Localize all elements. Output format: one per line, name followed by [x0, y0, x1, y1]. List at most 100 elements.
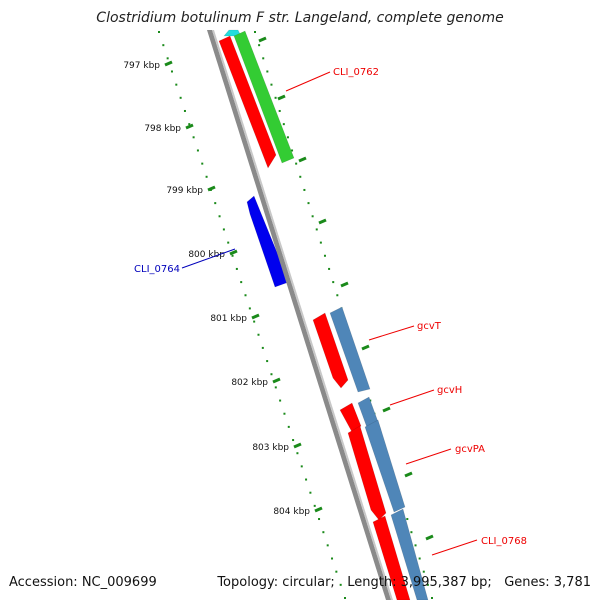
ruler-dot	[303, 188, 306, 191]
ruler-dot	[278, 109, 281, 112]
steel-gene-3	[364, 419, 406, 513]
gene-label: gcvT	[417, 321, 442, 332]
genes-count-text: Genes: 3,781	[504, 575, 591, 590]
ruler-dot	[192, 136, 195, 139]
ruler-dot	[162, 44, 165, 47]
outer-tick-mark	[361, 344, 370, 351]
steel-gene-4	[390, 508, 429, 600]
gene-label: CLI_0762	[333, 67, 379, 78]
ruler-dot	[283, 412, 286, 415]
kbp-tick-mark	[293, 442, 302, 449]
ruler-dot	[282, 123, 285, 126]
backbone-shadow	[212, 30, 393, 600]
ruler-dot	[326, 544, 329, 547]
ruler-dot	[244, 294, 247, 297]
genome-title: Clostridium botulinum F str. Langeland, …	[96, 10, 504, 26]
genome-summary: Topology: circular; Length: 3,995,387 bp…	[217, 575, 591, 590]
green-gene-1	[233, 30, 295, 164]
gene-label-leader	[181, 248, 236, 269]
ruler-dot	[296, 452, 299, 455]
kbp-tick-label: 801 kbp	[210, 314, 247, 324]
ruler-dot	[179, 96, 182, 99]
kbp-tick-label: 799 kbp	[166, 186, 203, 196]
gene-label: gcvH	[437, 385, 462, 396]
ruler-dot	[292, 439, 295, 442]
ruler-dot	[309, 491, 312, 494]
ruler-dot	[332, 281, 335, 284]
ruler-dot	[339, 583, 342, 586]
gene-features	[218, 29, 429, 600]
kbp-tick-mark	[164, 60, 173, 67]
ruler-dot	[158, 31, 160, 33]
ruler-dot	[322, 531, 325, 534]
ruler-dot	[188, 123, 191, 126]
ruler-dot	[214, 202, 217, 205]
red-cds-1	[218, 35, 277, 169]
ruler-dot	[286, 136, 289, 139]
kbp-tick-mark	[229, 249, 238, 256]
ruler-dot	[318, 518, 321, 521]
ruler-dot	[410, 531, 413, 534]
kbp-tick-label: 803 kbp	[252, 443, 289, 453]
ruler-dot	[300, 465, 303, 468]
ruler-dot	[231, 254, 234, 257]
gene-label-leader	[285, 71, 331, 92]
steel-gene-1	[329, 306, 371, 393]
backbone-line	[207, 30, 391, 600]
ruler-dot	[335, 570, 338, 573]
ruler-dot	[258, 44, 261, 47]
ruler-dot	[315, 228, 318, 231]
ruler-dot	[319, 241, 322, 244]
ruler-dot	[266, 70, 269, 73]
gene-label: CLI_0764	[134, 264, 180, 275]
gene-label: CLI_0768	[481, 536, 527, 547]
outer-tick-mark	[404, 471, 413, 478]
outer-tick-mark	[425, 534, 434, 541]
ruler-dot	[196, 149, 199, 152]
ruler-dot	[313, 504, 316, 507]
blue-gene-1	[246, 195, 290, 288]
ruler-dot	[262, 57, 265, 60]
red-cds-3	[339, 402, 362, 433]
ruler-dot	[270, 373, 273, 376]
ruler-dot	[235, 267, 238, 270]
ruler-dot	[248, 307, 251, 310]
ruler-dot	[218, 215, 221, 218]
length-text: Length: 3,995,387 bp;	[347, 575, 492, 590]
kbp-tick-label: 804 kbp	[273, 507, 310, 517]
outer-tick-mark	[382, 406, 391, 413]
ruler-dot	[279, 399, 282, 402]
ruler-dot	[205, 175, 208, 178]
backbone	[207, 30, 393, 600]
ruler-dot	[274, 96, 277, 99]
ruler-dot	[344, 597, 346, 599]
ruler-dot	[222, 228, 225, 231]
ruler-dot	[328, 267, 331, 270]
kbp-tick-mark	[185, 123, 194, 130]
ruler-dot	[274, 386, 277, 389]
kbp-tick-mark	[272, 377, 281, 384]
kbp-tick-label: 802 kbp	[231, 378, 268, 388]
accession-text: Accession: NC_009699	[9, 575, 157, 590]
ruler-dot	[336, 294, 339, 297]
red-cds-5	[372, 515, 411, 600]
gene-labels: CLI_0762 CLI_0764 gcvT gcvH gcvPA CLI_0768	[134, 67, 527, 556]
gene-label-leader	[368, 325, 415, 341]
ruler-dot	[201, 162, 204, 165]
red-cds-4	[347, 425, 387, 521]
ruler-dot	[307, 202, 310, 205]
kbp-tick-label: 800 kbp	[188, 250, 225, 260]
outer-tick-mark	[258, 36, 267, 43]
ruler-dot	[299, 175, 302, 178]
ruler-dot	[431, 597, 433, 599]
gene-label-leader	[389, 389, 435, 406]
ruler-dot	[266, 360, 269, 363]
inner-ruler	[158, 31, 346, 599]
outer-tick-mark	[298, 156, 307, 163]
ruler-dot	[287, 425, 290, 428]
ruler-dot	[422, 570, 425, 573]
ruler-dot	[418, 557, 421, 560]
kbp-tick-label: 798 kbp	[144, 124, 181, 134]
kbp-tick-mark	[314, 506, 323, 513]
